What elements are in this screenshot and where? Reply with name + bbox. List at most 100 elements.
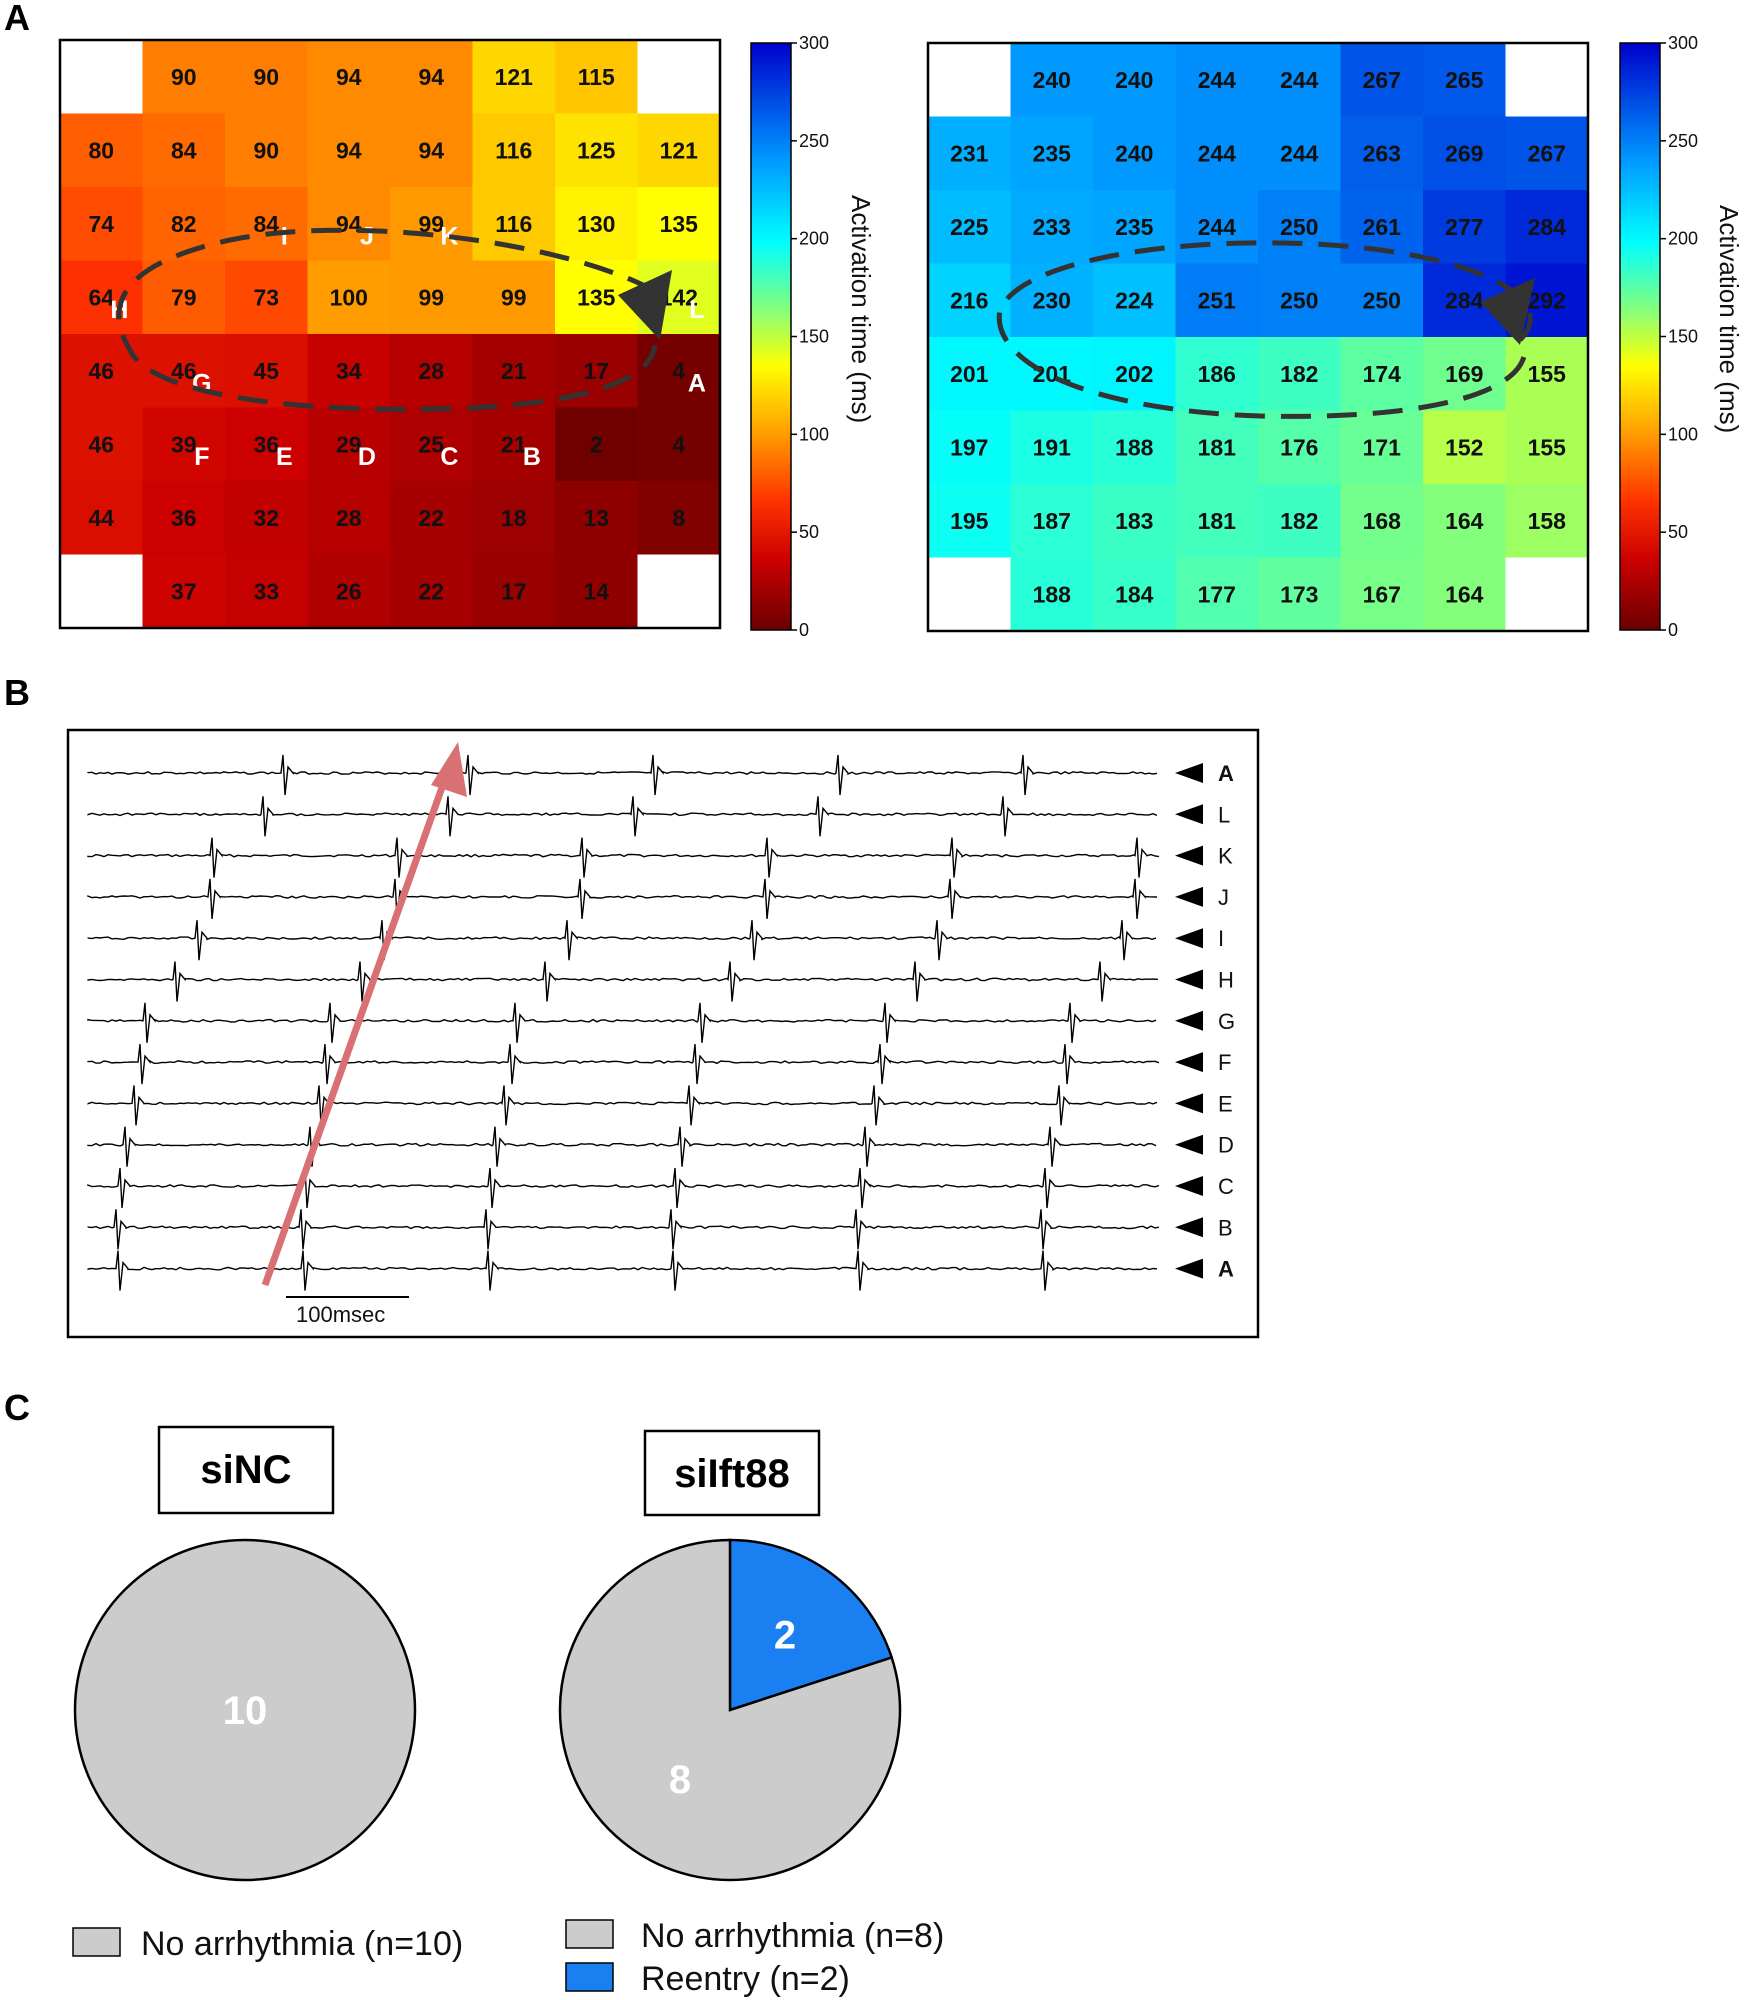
heatmap-cell: [637, 113, 721, 188]
reentry-circuit-arrow-1: [116, 227, 672, 412]
heatmap-cell: [1175, 263, 1259, 338]
heatmap-cell: [1340, 557, 1424, 632]
pie-slice: [73, 1538, 417, 1882]
trace-line: [87, 878, 1158, 919]
cell-value: 90: [253, 137, 279, 163]
colorbar-tick-label: 150: [799, 327, 829, 347]
heatmap-cell: [637, 334, 721, 409]
heatmap-cell: [142, 407, 226, 482]
cell-value: 22: [418, 578, 444, 604]
heatmap-cell: [60, 554, 144, 629]
trace-label: B: [1218, 1215, 1233, 1240]
trace-label: F: [1218, 1050, 1231, 1075]
heatmap-cell: [1010, 484, 1094, 559]
trace-line: [87, 1126, 1157, 1167]
cell-value: 188: [1115, 434, 1154, 460]
cell-value: 173: [1280, 581, 1318, 607]
legend-swatch-reentry: [565, 1962, 614, 1992]
cell-value: 121: [495, 64, 534, 90]
cell-value: 265: [1445, 67, 1484, 93]
heatmap-cell: [1258, 484, 1342, 559]
cell-value: 84: [171, 137, 197, 163]
cell-value: 64: [88, 284, 114, 310]
heatmap-cell: [390, 481, 474, 556]
heatmap-cell: [60, 260, 144, 335]
cell-value: 164: [1445, 581, 1484, 607]
trace-marker: [1175, 1217, 1203, 1238]
cell-value: 230: [1033, 287, 1071, 313]
cell-value: 167: [1363, 581, 1401, 607]
cell-value: 17: [501, 578, 527, 604]
heatmap-cell: [1423, 484, 1507, 559]
heatmap-cell: [1010, 116, 1094, 191]
colorbar-tick-label: 0: [1668, 620, 1678, 640]
heatmap-cell: [1258, 337, 1342, 412]
cell-value: 235: [1033, 140, 1072, 166]
heatmap-cell: [555, 554, 639, 629]
heatmap-cell: [307, 481, 391, 556]
cell-value: 28: [418, 358, 444, 384]
cell-value: 21: [501, 358, 527, 384]
trace-marker: [1175, 1176, 1203, 1196]
recording-site-label: F: [194, 443, 209, 471]
cell-value: 267: [1528, 140, 1566, 166]
cell-value: 292: [1528, 287, 1566, 313]
scale-bar-label: 100msec: [296, 1302, 385, 1327]
heatmap-cell: [1093, 337, 1177, 412]
cell-value: 18: [501, 505, 527, 531]
cell-value: 188: [1033, 581, 1072, 607]
heatmap-cell: [1340, 337, 1424, 412]
heatmap-cell: [1505, 484, 1589, 559]
pie-siift88: siIft88 2 8 No arrhythmia (n=8) Reentry (…: [558, 1429, 944, 1998]
cell-value: 94: [418, 64, 444, 90]
cell-value: 202: [1115, 361, 1153, 387]
heatmap-cell: [472, 260, 556, 335]
cell-value: 46: [88, 358, 114, 384]
heatmap-cell: [1010, 190, 1094, 265]
legend-swatch-no-arrhythmia-2: [565, 1919, 614, 1949]
cell-value: 176: [1280, 434, 1318, 460]
heatmap-cell: [1258, 410, 1342, 485]
cell-value: 244: [1198, 140, 1237, 166]
cell-value: 99: [501, 284, 527, 310]
cell-value: 8: [672, 505, 685, 531]
cell-value: 184: [1115, 581, 1154, 607]
cell-value: 116: [495, 211, 532, 237]
colorbar-1-title: Activation time (ms): [846, 195, 876, 423]
heatmap-cell: [225, 40, 309, 115]
heatmap-cell: [60, 407, 144, 482]
trace-line: [87, 1250, 1158, 1291]
cell-value: 135: [577, 284, 616, 310]
heatmap-cell: [142, 40, 226, 115]
heatmap-cell: [1175, 337, 1259, 412]
heatmap-cell: [225, 481, 309, 556]
legend-reentry: Reentry (n=2): [641, 1960, 850, 1998]
colorbar-tick-label: 50: [1668, 522, 1688, 542]
recording-site-label: B: [523, 443, 541, 471]
cell-value: 94: [336, 137, 362, 163]
cell-value: 269: [1445, 140, 1483, 166]
panel-letter-a: A: [4, 0, 30, 38]
cell-value: 33: [253, 578, 279, 604]
heatmap-cell: [1175, 190, 1259, 265]
cell-value: 250: [1280, 287, 1318, 313]
heatmap-cell: [307, 407, 391, 482]
cell-value: 197: [950, 434, 988, 460]
cell-value: 152: [1445, 434, 1483, 460]
heatmap-cell: [928, 557, 1012, 632]
heatmap-cell: [225, 187, 309, 262]
heatmap-cell: [307, 187, 391, 262]
trace-marker: [1175, 1052, 1203, 1073]
pie-slice-label: 2: [774, 1613, 796, 1657]
heatmap-cell: [928, 43, 1012, 118]
heatmap-cell: [1423, 116, 1507, 191]
trace-marker: [1175, 969, 1203, 990]
trace-line: [87, 1002, 1157, 1043]
heatmap-cell: [1093, 484, 1177, 559]
heatmap-cell: [1175, 43, 1259, 118]
heatmap-cell: [472, 407, 556, 482]
recording-site-label: I: [281, 222, 288, 250]
heatmap-cell: [1175, 557, 1259, 632]
cell-value: 100: [330, 284, 368, 310]
